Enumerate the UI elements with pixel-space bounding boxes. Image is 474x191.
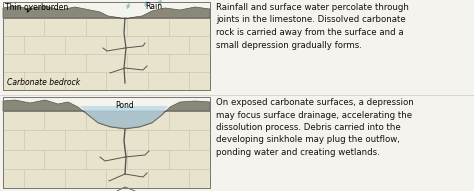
Bar	[3, 2, 210, 90]
Polygon shape	[3, 6, 210, 19]
Text: Thin overburden: Thin overburden	[5, 3, 68, 12]
Bar	[3, 18, 210, 90]
Text: Carbonate bedrock: Carbonate bedrock	[7, 78, 80, 87]
Bar	[3, 97, 210, 188]
Text: On exposed carbonate surfaces, a depression
may focus surface drainage, accelera: On exposed carbonate surfaces, a depress…	[216, 98, 414, 157]
Bar	[3, 111, 210, 188]
Text: Pond: Pond	[116, 101, 134, 110]
Polygon shape	[3, 100, 210, 129]
Text: Rain: Rain	[145, 2, 162, 11]
Text: Rainfall and surface water percolate through
joints in the limestone. Dissolved : Rainfall and surface water percolate thr…	[216, 3, 409, 49]
Polygon shape	[80, 106, 168, 128]
